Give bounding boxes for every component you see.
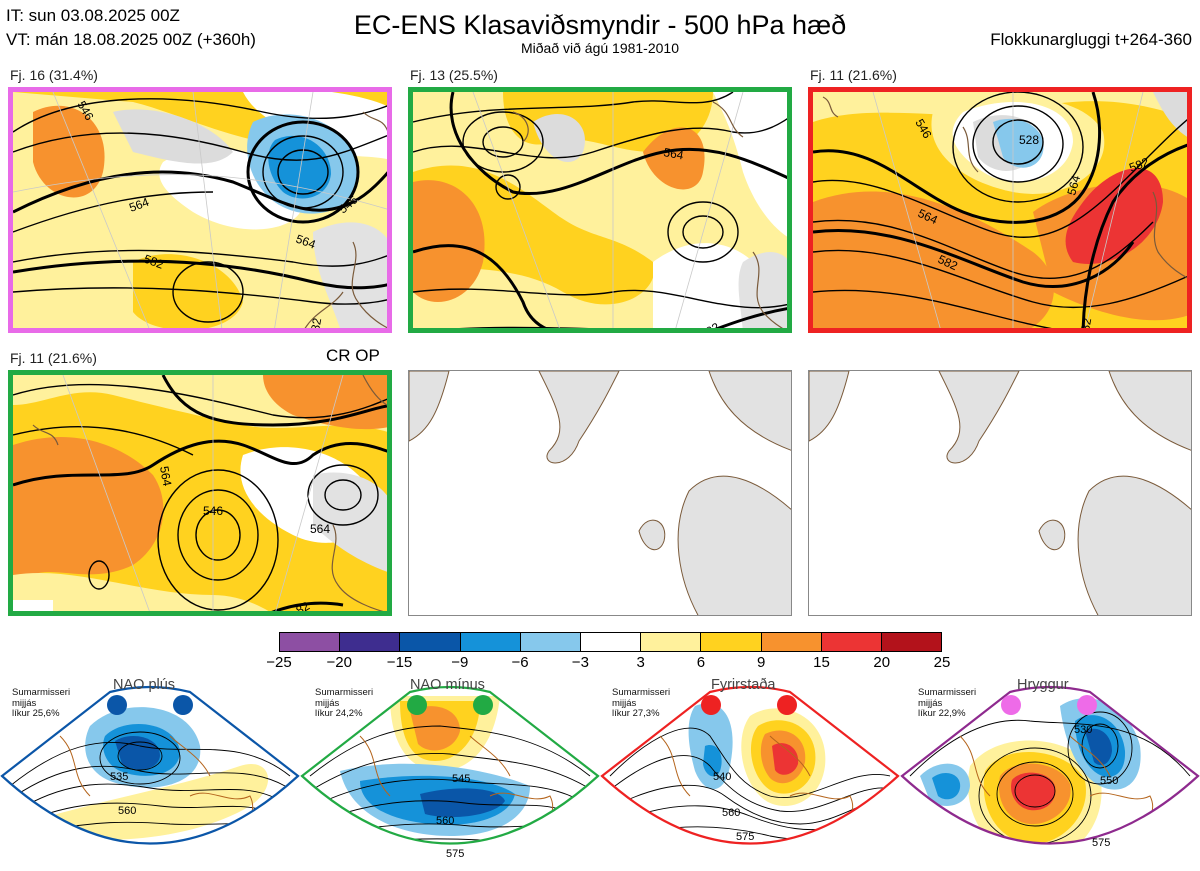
colorbar-tick: 6 (696, 654, 706, 671)
colorbar-ticks: −25 −20 −15 −9 −6 −3 3 6 9 15 20 25 (266, 654, 950, 674)
colorbar-swatch (640, 633, 701, 651)
empty-map-6 (808, 370, 1192, 616)
panel-2-contour-label: 564 (662, 145, 684, 162)
classification-window: Flokkunargluggi t+264-360 (990, 30, 1192, 49)
colorbar-swatch (820, 633, 881, 651)
colorbar-tick: −20 (326, 654, 352, 671)
regime-season: Sumarmisseri mijjás líkur 24,2% (315, 687, 374, 719)
page-title: EC-ENS Klasaviðsmyndir - 500 hPa hæð (353, 10, 847, 40)
regime-marker (701, 695, 721, 715)
empty-map-5 (408, 370, 792, 616)
regime-marker (1077, 695, 1097, 715)
regime-nao-plus: 535 560 NAO plús Sumarmisseri mijjás lík… (0, 676, 300, 871)
cluster-map-2: 564 82 (408, 87, 792, 333)
regime-nao-minus: 545 560 575 NAO mínus Sumarmisseri mijjá… (300, 676, 600, 871)
regime-contour-label: 575 (736, 831, 754, 843)
panel-3-contour-label: 82 (1078, 317, 1094, 333)
colorbar-swatch (399, 633, 460, 651)
regime-name: Fyrirstaða (711, 677, 776, 693)
regime-marker (173, 695, 193, 715)
regime-contour-label: 540 (713, 771, 731, 783)
colorbar-tick: 15 (813, 654, 830, 671)
valid-time: VT: mán 18.08.2025 00Z (+360h) (6, 30, 256, 49)
panel-1-contour-label: 564 (294, 232, 318, 252)
panel-1-label: Fj. 16 (31.4%) (10, 67, 98, 83)
colorbar-swatch (280, 633, 340, 651)
panel-1-contour-label: 82 (308, 317, 324, 333)
regime-contour-label: 575 (1092, 837, 1110, 849)
panel-3-contour-label: 564 (1064, 173, 1083, 196)
colorbar-tick: −15 (386, 654, 413, 671)
colorbar (279, 632, 942, 652)
regime-season: Sumarmisseri mijjás líkur 25,6% (12, 687, 71, 719)
panel-4-label: Fj. 11 (21.6%) (10, 350, 97, 366)
regime-ridge: 530 550 575 Hryggur Sumarmisseri mijjás … (900, 676, 1200, 871)
initial-time: IT: sun 03.08.2025 00Z (6, 6, 180, 25)
colorbar-swatch (760, 633, 821, 651)
regime-season: Sumarmisseri mijjás líkur 27,3% (612, 687, 671, 719)
regime-marker (473, 695, 493, 715)
panel-4-contour-label: 564 (310, 522, 330, 536)
colorbar-tick: −3 (571, 654, 589, 671)
panel-1-contour-label: 564 (127, 195, 151, 215)
cluster-map-3: 528 546 564 564 582 582 82 (808, 87, 1192, 333)
regime-contour-label: 535 (110, 771, 128, 783)
regime-marker (777, 695, 797, 715)
regime-season: Sumarmisseri mijjás líkur 22,9% (918, 687, 977, 719)
colorbar-swatch (459, 633, 520, 651)
regime-contour-label: 550 (1100, 775, 1118, 787)
panel-2-label: Fj. 13 (25.5%) (410, 67, 498, 83)
control-run-note: CR OP (326, 346, 380, 365)
colorbar-tick: −25 (266, 654, 292, 671)
regime-contour-label: 530 (1074, 724, 1092, 736)
regime-blocking: 540 560 575 Fyrirstaða Sumarmisseri mijj… (600, 676, 900, 871)
regime-marker (1001, 695, 1021, 715)
colorbar-tick: 9 (757, 654, 766, 671)
colorbar-swatch (519, 633, 580, 651)
colorbar-tick: 20 (873, 654, 891, 671)
colorbar-tick: −9 (451, 654, 469, 671)
regime-name: NAO plús (113, 677, 176, 693)
colorbar-tick: −6 (511, 654, 529, 671)
panel-3-contour-label: 582 (1127, 155, 1151, 175)
colorbar-tick: 3 (636, 654, 645, 671)
regime-marker (107, 695, 127, 715)
regime-contour-label: 575 (446, 848, 464, 860)
regime-contour-label: 560 (722, 807, 740, 819)
panel-4-contour-label: 564 (157, 465, 174, 487)
panel-1-contour-label: 582 (142, 252, 166, 272)
panel-2-contour-label: 82 (704, 320, 723, 333)
colorbar-swatch (880, 633, 942, 651)
page-subtitle: Miðað við ágú 1981-2010 (520, 40, 679, 56)
colorbar-swatch (700, 633, 761, 651)
panel-3-label: Fj. 11 (21.6%) (810, 67, 897, 83)
colorbar-swatch (339, 633, 400, 651)
regime-name: Hryggur (1017, 677, 1069, 693)
regime-contour-label: 545 (452, 773, 470, 785)
cluster-map-1: 546 564 546 564 582 82 (8, 87, 392, 333)
colorbar-swatch (579, 633, 641, 651)
panel-3-contour-label: 528 (1019, 133, 1039, 147)
regime-name: NAO mínus (410, 677, 485, 693)
panel-4-contour-label: 546 (203, 504, 223, 518)
regime-contour-label: 560 (118, 805, 136, 817)
regime-contour-label: 560 (436, 815, 454, 827)
regime-marker (407, 695, 427, 715)
colorbar-tick: 25 (933, 654, 951, 671)
cluster-map-4: 546 564 564 82 (8, 370, 392, 616)
